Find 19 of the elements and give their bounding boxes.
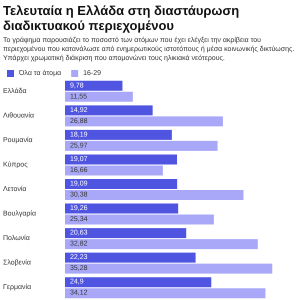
bar [65, 288, 266, 298]
bar [65, 277, 212, 288]
bar [65, 105, 153, 116]
bar [65, 228, 186, 238]
bar [65, 130, 172, 140]
bar [65, 165, 163, 176]
bar [65, 179, 178, 189]
bar [65, 264, 272, 274]
bar [65, 239, 258, 250]
bar [65, 214, 214, 225]
chart-title: Τελευταία η Ελλάδα στη διαστάυρωση διαδικτυακού περιεχομένου [3, 3, 240, 33]
bar [65, 204, 178, 214]
bar [65, 80, 122, 91]
bar [65, 154, 178, 164]
bar [65, 140, 218, 151]
bar [65, 116, 223, 126]
bar [65, 92, 133, 102]
bar [65, 190, 244, 200]
bar [65, 252, 196, 263]
